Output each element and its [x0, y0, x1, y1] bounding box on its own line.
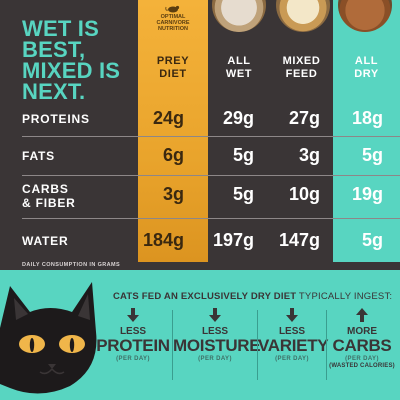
column-header-all-wet: ALL WET — [208, 55, 270, 81]
cell-prey-carbs: 3g — [162, 184, 184, 204]
cell-dry-water: 5g — [361, 230, 383, 250]
cell-mixed-water: 147g — [278, 230, 320, 250]
fact-separator — [326, 310, 327, 380]
cell-dry-carbs: 19g — [351, 184, 383, 204]
optimal-nutrition-badge: OPTIMAL CARNIVORE NUTRITION — [150, 4, 196, 32]
header-line: WET — [225, 68, 253, 80]
arrow-down-icon — [209, 308, 221, 322]
cell-dry-proteins: 18g — [351, 108, 383, 128]
subtitle-bold: CATS FED AN EXCLUSIVELY DRY DIET — [113, 291, 297, 302]
headline: WET IS BEST, MIXED IS NEXT. — [22, 16, 137, 104]
cell-wet-water: 197g — [212, 230, 254, 250]
badge-text: OPTIMAL — [160, 14, 186, 20]
column-header-all-dry: ALL DRY — [333, 55, 400, 81]
fact-note: (WASTED CALORIES) — [329, 363, 395, 369]
column-header-prey-diet: PREY DIET — [138, 55, 208, 81]
row-divider — [22, 175, 400, 176]
cell-prey-proteins: 24g — [152, 108, 184, 128]
headline-line: NEXT. — [22, 79, 86, 104]
row-label-proteins: PROTEINS — [22, 112, 90, 126]
row-label-fats: FATS — [22, 149, 55, 163]
row-divider — [22, 136, 400, 137]
cell-dry-fats: 5g — [361, 145, 383, 165]
fact-more-carbs: MORE CARBS (PER DAY) (WASTED CALORIES) — [327, 308, 397, 370]
fact-unit: (PER DAY) — [198, 356, 232, 362]
row-divider — [22, 218, 400, 219]
fact-separator — [172, 310, 173, 380]
cell-mixed-proteins: 27g — [288, 108, 320, 128]
header-line: DRY — [354, 68, 379, 80]
footnote: DAILY CONSUMPTION IN GRAMS — [22, 262, 121, 268]
badge-text: NUTRITION — [158, 26, 188, 32]
fact-less-variety: LESS VARIETY (PER DAY) — [258, 308, 329, 363]
badge-text: CARNIVORE — [156, 20, 190, 26]
cell-wet-fats: 5g — [232, 145, 254, 165]
row-label-line: CARBS — [22, 182, 69, 196]
column-header-mixed-feed: MIXED FEED — [270, 55, 333, 81]
cell-wet-proteins: 29g — [222, 108, 254, 128]
fact-title: VARIETY — [258, 336, 329, 355]
prey-diet-column — [138, 0, 208, 262]
header-line: DIET — [159, 68, 187, 80]
subtitle-rest: TYPICALLY INGEST: — [296, 291, 393, 302]
black-cat-icon — [0, 282, 97, 394]
mouse-icon — [165, 5, 180, 13]
arrow-up-icon — [356, 308, 368, 322]
row-label-carbs-fiber: CARBS & FIBER — [22, 182, 76, 210]
cell-mixed-fats: 3g — [298, 145, 320, 165]
row-label-line: & FIBER — [22, 196, 76, 210]
cell-prey-fats: 6g — [162, 145, 184, 165]
header-line: FEED — [285, 68, 318, 80]
header-line: ALL — [227, 55, 251, 67]
all-dry-column — [333, 0, 400, 262]
row-label-water: WATER — [22, 234, 69, 248]
header-line: MIXED — [282, 55, 321, 67]
fact-direction: MORE — [347, 326, 377, 337]
headline-line: WET IS — [22, 16, 99, 41]
fact-title: CARBS — [332, 336, 392, 355]
fact-direction: LESS — [201, 326, 229, 337]
header-line: PREY — [156, 55, 190, 67]
fact-title: PROTEIN — [96, 336, 170, 355]
dry-diet-subtitle: CATS FED AN EXCLUSIVELY DRY DIET TYPICAL… — [113, 291, 396, 302]
cell-mixed-carbs: 10g — [288, 184, 320, 204]
fact-title: MOISTURE — [173, 336, 261, 355]
fact-direction: LESS — [278, 326, 306, 337]
arrow-down-icon — [286, 308, 298, 322]
fact-unit: (PER DAY) — [275, 356, 309, 362]
fact-less-protein: LESS PROTEIN (PER DAY) — [94, 308, 172, 363]
fact-less-moisture: LESS MOISTURE (PER DAY) — [173, 308, 261, 363]
arrow-down-icon — [127, 308, 139, 322]
cell-prey-water: 184g — [142, 230, 184, 250]
fact-unit: (PER DAY) — [116, 356, 150, 362]
cell-wet-carbs: 5g — [232, 184, 254, 204]
header-line: ALL — [354, 55, 379, 67]
headline-line: MIXED IS — [22, 58, 121, 83]
fact-unit: (PER DAY) — [345, 356, 379, 362]
fact-direction: LESS — [119, 326, 147, 337]
fact-separator — [257, 310, 258, 380]
headline-line: BEST, — [22, 37, 86, 62]
